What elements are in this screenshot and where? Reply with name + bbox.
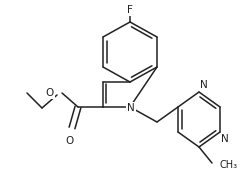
Text: N: N <box>127 103 135 113</box>
Text: N: N <box>221 134 229 144</box>
Text: O: O <box>46 88 54 98</box>
Text: F: F <box>127 5 133 15</box>
Text: CH₃: CH₃ <box>220 160 238 170</box>
Text: O: O <box>66 136 74 146</box>
Text: N: N <box>200 80 208 90</box>
